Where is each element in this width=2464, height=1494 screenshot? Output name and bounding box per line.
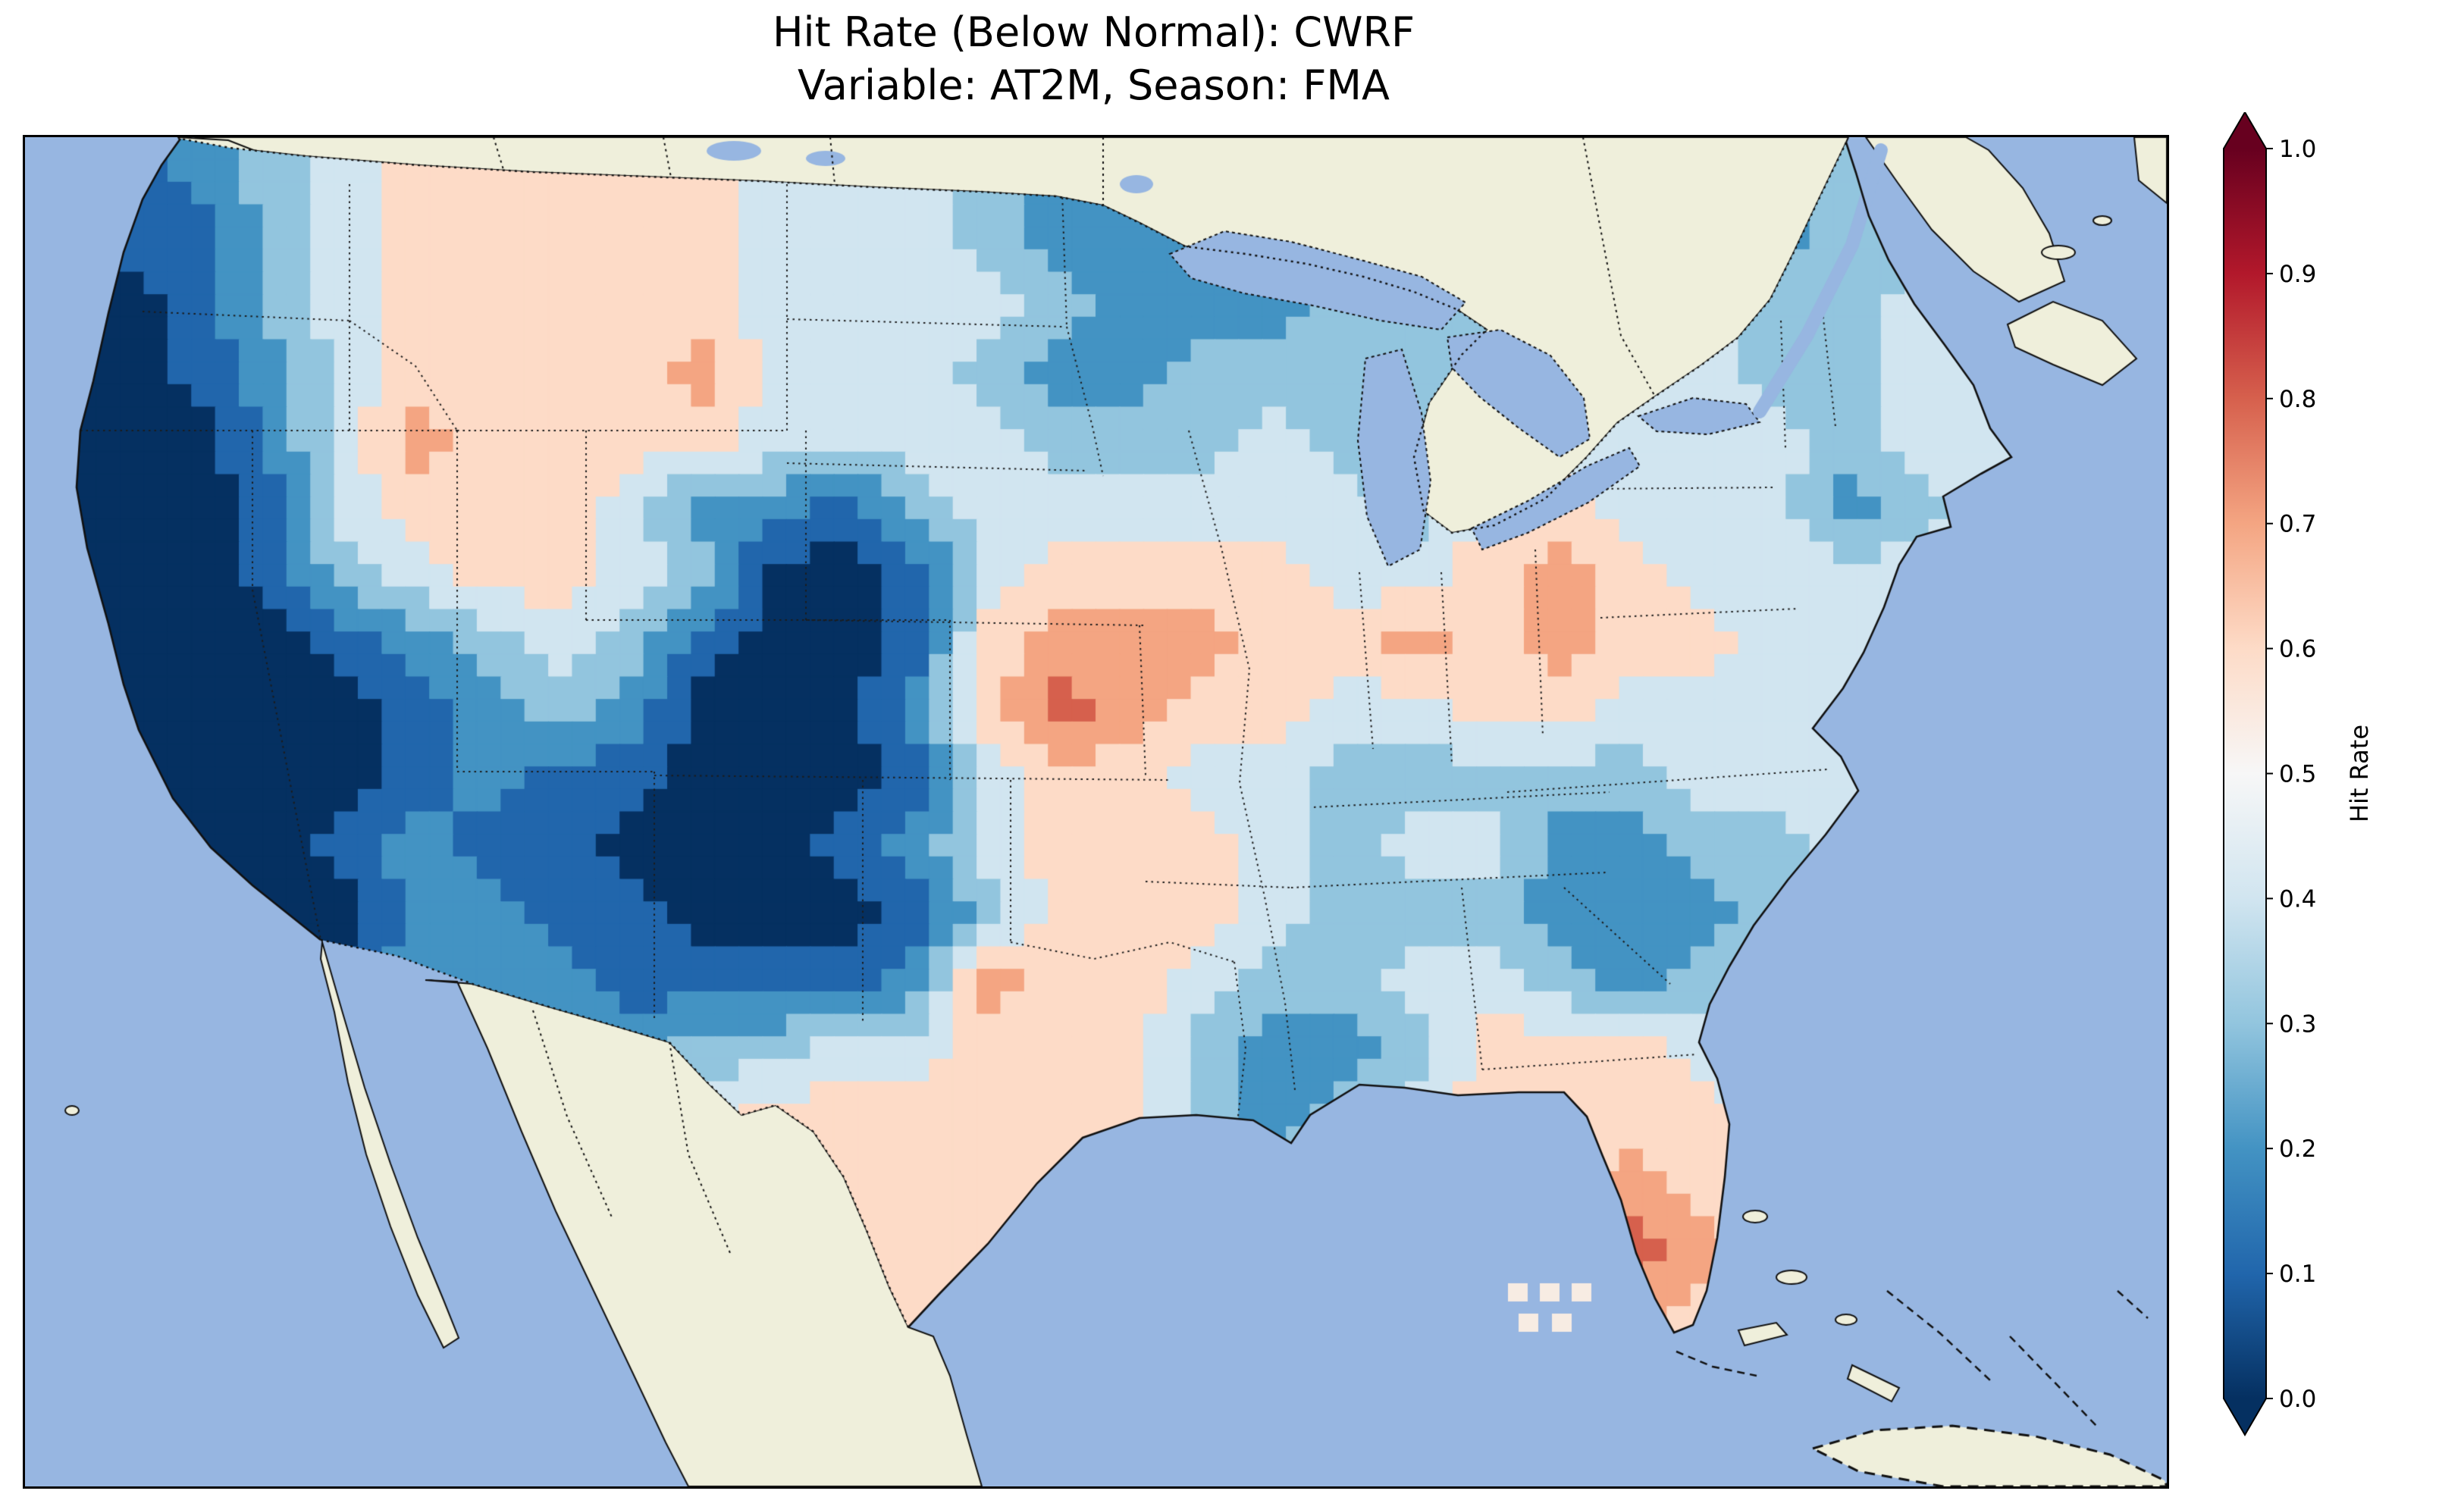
plot-title-line2: Variable: AT2M, Season: FMA [798, 61, 1390, 110]
colorbar: 1.0 0.9 0.8 0.7 0.6 0.5 0.4 0.3 0.2 0.1 0.0 Hit Rat… [2223, 112, 2374, 1436]
colorbar-tick-label: 0.0 [2279, 1386, 2316, 1413]
colorbar-tick-label: 0.5 [2279, 761, 2316, 788]
colorbar-tick-label: 0.7 [2279, 511, 2316, 538]
colorbar-bar [2224, 149, 2266, 1398]
map-frame [23, 135, 2169, 1489]
colorbar-tick-label: 1.0 [2279, 136, 2316, 163]
colorbar-tick-label: 0.3 [2279, 1010, 2316, 1038]
colorbar-under-arrow [2224, 1398, 2266, 1435]
colorbar-tick-label: 0.9 [2279, 261, 2316, 288]
plot-title-line1: Hit Rate (Below Normal): CWRF [772, 8, 1415, 56]
colorbar-tick-label: 0.6 [2279, 636, 2316, 663]
us-hit-rate-map [25, 137, 2167, 1486]
colorbar-tick-label: 0.4 [2279, 885, 2316, 913]
colorbar-tick-label: 0.8 [2279, 386, 2316, 413]
plot-title: Hit Rate (Below Normal): CWRF Variable: … [23, 6, 2165, 112]
colorbar-tick-label: 0.2 [2279, 1135, 2316, 1163]
colorbar-axis-label: Hit Rate [2345, 725, 2374, 822]
colorbar-tick-label: 0.1 [2279, 1261, 2316, 1288]
colorbar-over-arrow [2224, 112, 2266, 149]
